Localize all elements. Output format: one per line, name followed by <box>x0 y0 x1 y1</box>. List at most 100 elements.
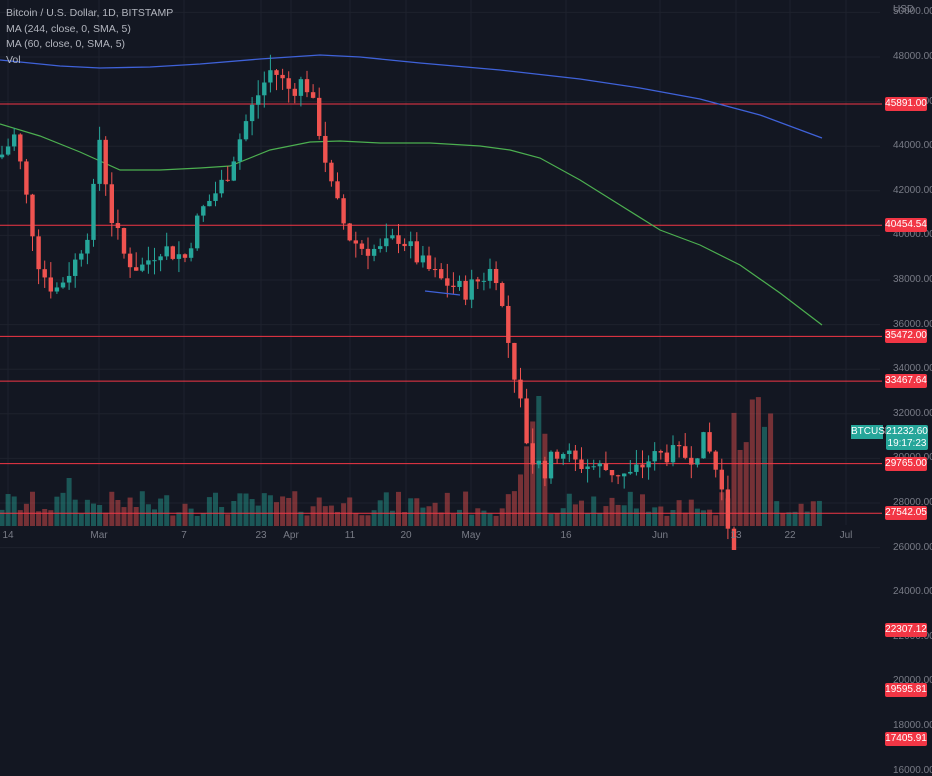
volume-bar <box>194 515 200 526</box>
candle-body <box>243 121 249 140</box>
volume-bar <box>487 513 493 526</box>
volume-bar <box>524 446 530 526</box>
candle-body <box>567 450 572 455</box>
symbol-title[interactable]: Bitcoin / U.S. Dollar, 1D, BITSTAMP <box>6 7 174 19</box>
volume-bar <box>292 491 298 526</box>
candle-body <box>603 463 609 471</box>
volume-bar <box>475 508 481 526</box>
candle-body <box>707 432 712 452</box>
time-tick: 13 <box>730 530 742 541</box>
candle-body <box>134 267 139 271</box>
price-tick: 16000.00 <box>893 764 932 776</box>
candle-body <box>695 458 700 465</box>
volume-bar <box>353 513 359 526</box>
volume-bar <box>286 497 292 526</box>
volume-bar <box>54 496 60 526</box>
candle-body <box>548 451 554 479</box>
volume-bar <box>402 512 408 526</box>
ma60-line <box>0 123 823 326</box>
volume-bar <box>554 513 560 526</box>
price-tick: 18000.00 <box>893 720 932 731</box>
volume-bar <box>182 503 188 526</box>
volume-bar <box>5 494 11 526</box>
chart-legend: Bitcoin / U.S. Dollar, 1D, BITSTAMP MA (… <box>6 6 173 68</box>
volume-bar <box>786 512 792 526</box>
volume-legend[interactable]: Vol <box>6 53 21 66</box>
candle-body <box>475 279 480 282</box>
candle-body <box>719 469 724 490</box>
candle-body <box>231 161 236 181</box>
candlesticks <box>0 54 737 550</box>
volume-bar <box>432 502 438 526</box>
volume-bar <box>420 507 426 526</box>
volume-bar <box>274 502 279 526</box>
candle-body <box>731 528 737 550</box>
volume-bar <box>755 397 761 526</box>
candle-body <box>426 255 432 270</box>
volume-bar <box>237 493 243 526</box>
candle-body <box>54 287 60 292</box>
volume-bar <box>206 497 212 526</box>
volume-bar <box>304 515 310 526</box>
ma60-legend[interactable]: MA (60, close, 0, SMA, 5) <box>6 38 126 50</box>
candle-body <box>646 461 651 468</box>
drawing-trendline[interactable] <box>424 290 461 296</box>
candle-body <box>500 283 505 306</box>
candle-body <box>561 454 566 459</box>
volume-bar <box>109 491 115 526</box>
volume-bar <box>768 413 774 526</box>
candle-body <box>298 79 304 96</box>
candle-body <box>152 260 157 262</box>
volume-bar <box>627 491 633 526</box>
candle-body <box>24 161 29 195</box>
volume-bar <box>322 506 328 526</box>
volume-bar <box>316 497 322 526</box>
candle-body <box>146 260 151 265</box>
candle-body <box>323 135 328 163</box>
candle-body <box>140 264 145 271</box>
candle-body <box>292 88 297 96</box>
volume-bar <box>414 498 420 526</box>
candle-body <box>109 184 114 224</box>
price-chart[interactable] <box>0 0 932 550</box>
candle-body <box>30 194 35 237</box>
volume-bar <box>225 514 231 526</box>
volume-bar <box>200 513 206 526</box>
candle-body <box>713 451 718 470</box>
candle-body <box>670 445 676 463</box>
volume-bar <box>396 491 401 526</box>
volume-bar <box>408 498 414 526</box>
candle-body <box>493 268 499 284</box>
volume-bar <box>219 507 225 526</box>
volume-bar <box>792 511 798 526</box>
volume-bar <box>97 505 103 526</box>
candle-body <box>36 236 41 270</box>
candle-body <box>408 241 413 247</box>
candle-body <box>12 134 17 147</box>
candle-body <box>445 278 450 286</box>
candle-body <box>73 259 78 276</box>
volume-bar <box>103 512 109 526</box>
candle-body <box>451 285 456 287</box>
volume-bar <box>615 504 621 526</box>
volume-bar <box>298 511 304 526</box>
volume-bar <box>152 509 157 526</box>
candle-body <box>188 248 194 258</box>
ma244-legend[interactable]: MA (244, close, 0, SMA, 5) <box>6 22 131 35</box>
candle-body <box>396 235 401 244</box>
volume-bar <box>572 504 578 526</box>
candle-body <box>664 452 670 463</box>
volume-bar <box>30 491 35 526</box>
volume-bar <box>743 442 749 526</box>
time-tick: 22 <box>784 530 796 541</box>
candle-body <box>536 460 541 465</box>
volume-bar <box>597 513 603 526</box>
price-tick: 36000.00 <box>893 318 932 330</box>
volume-bar <box>17 510 23 526</box>
candle-body <box>268 70 273 83</box>
volume-bar <box>694 508 700 526</box>
volume-bar <box>11 496 17 526</box>
last-price-label: 21232.60 <box>886 425 928 438</box>
ma244-line <box>0 54 823 139</box>
candle-body <box>341 198 346 224</box>
